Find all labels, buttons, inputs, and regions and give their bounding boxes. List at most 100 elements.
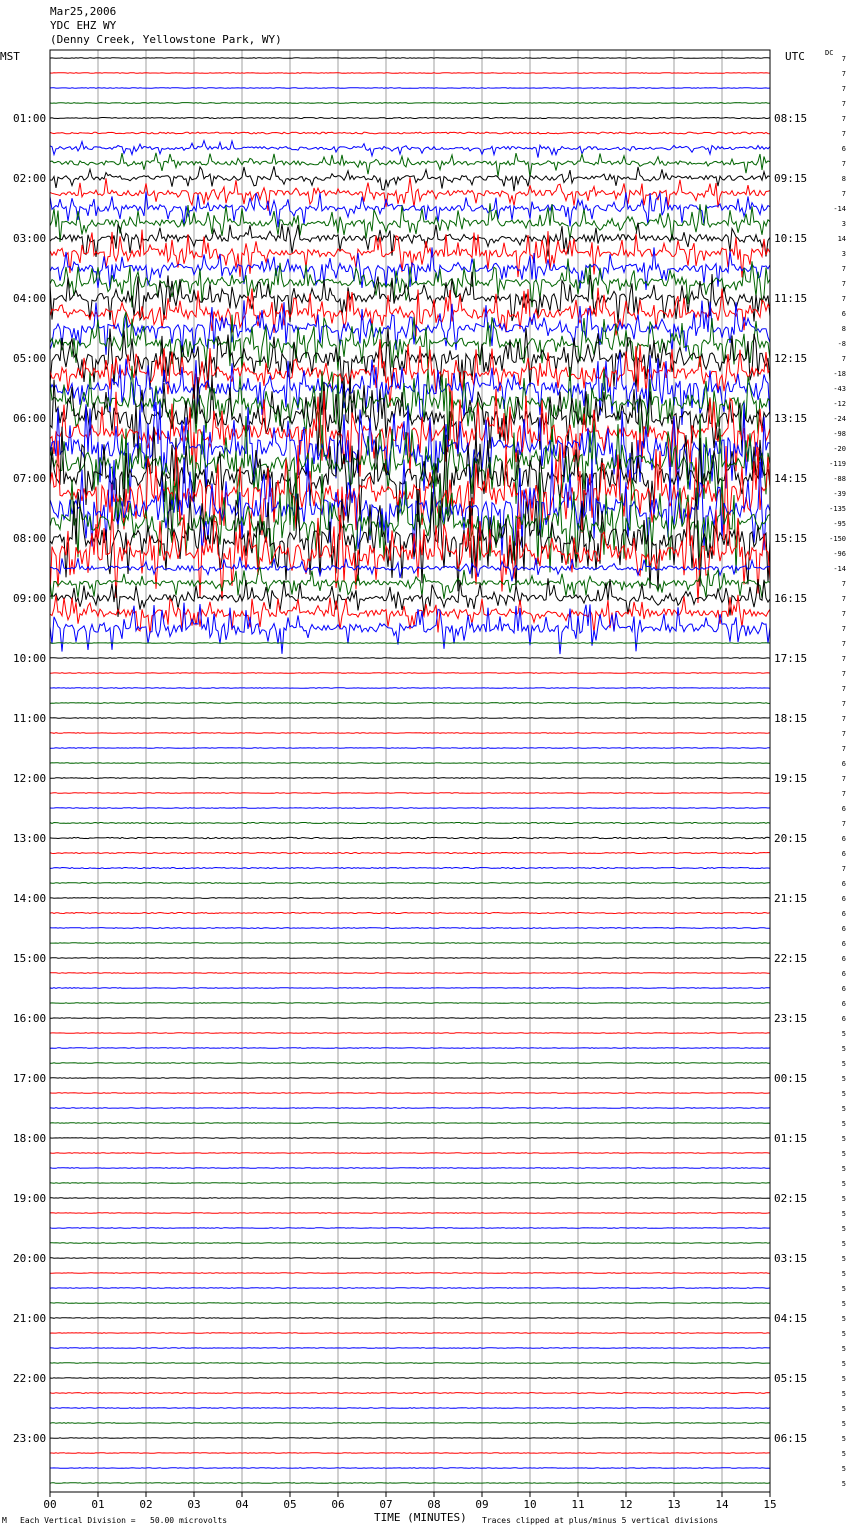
chart-title-location: (Denny Creek, Yellowstone Park, WY) <box>50 33 282 46</box>
mst-time-label: 20:00 <box>13 1252 46 1265</box>
seismic-trace <box>49 1167 771 1169</box>
dc-offset-label: 7 <box>842 55 846 63</box>
dc-offset-label: 5 <box>842 1150 846 1158</box>
dc-offset-label: 7 <box>842 670 846 678</box>
mst-time-label: 19:00 <box>13 1192 46 1205</box>
dc-offset-label: -24 <box>833 415 846 423</box>
dc-offset-label: 7 <box>842 730 846 738</box>
seismic-trace <box>49 222 771 257</box>
dc-offset-label: 5 <box>842 1405 846 1413</box>
dc-offset-label: 5 <box>842 1330 846 1338</box>
utc-time-label: 14:15 <box>774 472 807 485</box>
x-tick-label: 00 <box>43 1498 56 1511</box>
dc-offset-label: -43 <box>833 385 846 393</box>
frame-layer <box>49 49 771 1497</box>
mst-time-label: 01:00 <box>13 112 46 125</box>
x-tick-label: 05 <box>283 1498 296 1511</box>
trace-layer <box>49 57 771 1484</box>
left-axis-label: MST <box>0 50 20 63</box>
mst-time-label: 12:00 <box>13 772 46 785</box>
seismic-trace <box>50 1467 771 1469</box>
seismic-trace <box>50 1062 770 1064</box>
seismic-trace <box>49 807 771 809</box>
dc-offset-label: 5 <box>842 1390 846 1398</box>
mst-time-label: 02:00 <box>13 172 46 185</box>
seismic-trace <box>49 138 771 158</box>
dc-offset-label: 5 <box>842 1375 846 1383</box>
dc-offset-label: 5 <box>842 1090 846 1098</box>
dc-offset-label: 5 <box>842 1060 846 1068</box>
dc-offset-label: -14 <box>833 565 846 573</box>
dc-offset-label: 7 <box>842 655 846 663</box>
dc-offset-label: 5 <box>842 1105 846 1113</box>
seismic-trace <box>50 897 771 899</box>
dc-offset-label: 6 <box>842 895 846 903</box>
utc-time-label: 17:15 <box>774 652 807 665</box>
mst-time-label: 10:00 <box>13 652 46 665</box>
dc-offset-label: 6 <box>842 940 846 948</box>
dc-offset-label: -20 <box>833 445 846 453</box>
seismic-trace <box>49 882 771 884</box>
dc-offset-label: -98 <box>833 430 846 438</box>
seismic-trace <box>49 732 771 734</box>
seismic-trace <box>49 777 770 779</box>
seismic-trace <box>49 271 771 323</box>
chart-title-date: Mar25,2006 <box>50 5 117 18</box>
utc-time-label: 21:15 <box>774 892 807 905</box>
seismic-trace <box>49 339 771 407</box>
dc-offset-label: -150 <box>829 535 846 543</box>
dc-offset-label: -96 <box>833 550 846 558</box>
plot-frame <box>49 49 771 1493</box>
dc-offset-label: 7 <box>842 610 846 618</box>
dc-offset-label: 6 <box>842 925 846 933</box>
seismic-trace <box>49 821 771 825</box>
dc-offset-label: 7 <box>842 625 846 633</box>
seismic-trace <box>49 258 771 308</box>
utc-time-label: 12:15 <box>774 352 807 365</box>
utc-time-label: 01:15 <box>774 1132 807 1145</box>
utc-time-label: 11:15 <box>774 292 807 305</box>
dc-offset-label: -18 <box>833 370 846 378</box>
dc-offset-label: 6 <box>842 760 846 768</box>
utc-time-label: 15:15 <box>774 532 807 545</box>
seismic-trace <box>50 747 771 749</box>
seismic-trace <box>49 1317 771 1319</box>
seismic-trace <box>49 1137 771 1139</box>
x-axis-title: TIME (MINUTES) <box>374 1511 467 1524</box>
seismic-trace <box>49 131 771 135</box>
dc-offset-label: 6 <box>842 970 846 978</box>
x-tick-label: 02 <box>139 1498 152 1511</box>
seismic-trace <box>49 1287 771 1289</box>
seismic-trace <box>49 455 771 560</box>
seismic-trace <box>49 566 771 600</box>
utc-time-label: 06:15 <box>774 1432 807 1445</box>
seismic-trace <box>50 1257 770 1259</box>
seismic-trace <box>49 762 770 764</box>
mst-time-label: 16:00 <box>13 1012 46 1025</box>
dc-offset-label: 3 <box>842 250 846 258</box>
mst-time-label: 11:00 <box>13 712 46 725</box>
seismic-trace <box>50 1437 771 1439</box>
mst-time-label: 18:00 <box>13 1132 46 1145</box>
dc-offset-label: 7 <box>842 685 846 693</box>
dc-offset-label: 5 <box>842 1270 846 1278</box>
seismic-trace <box>49 247 771 291</box>
dc-offset-label: 5 <box>842 1480 846 1488</box>
dc-offset-label: 5 <box>842 1285 846 1293</box>
seismic-trace <box>50 1197 771 1199</box>
label-layer: 01:00 08:15 02:00 09:15 03:00 10:15 04:00 11:15… <box>13 55 846 1511</box>
utc-time-label: 16:15 <box>774 592 807 605</box>
utc-time-label: 00:15 <box>774 1072 807 1085</box>
dc-offset-label: 6 <box>842 1015 846 1023</box>
dc-offset-label: 5 <box>842 1180 846 1188</box>
seismic-trace <box>49 1032 771 1034</box>
seismic-trace <box>49 152 771 178</box>
clip-note: Traces clipped at plus/minus 5 vertical … <box>482 1516 719 1525</box>
x-tick-label: 12 <box>619 1498 632 1511</box>
dc-offset-label: 6 <box>842 805 846 813</box>
utc-time-label: 19:15 <box>774 772 807 785</box>
seismic-trace <box>50 687 771 689</box>
dc-offset-label: -12 <box>833 400 846 408</box>
seismic-trace <box>49 911 771 915</box>
mst-time-label: 23:00 <box>13 1432 46 1445</box>
